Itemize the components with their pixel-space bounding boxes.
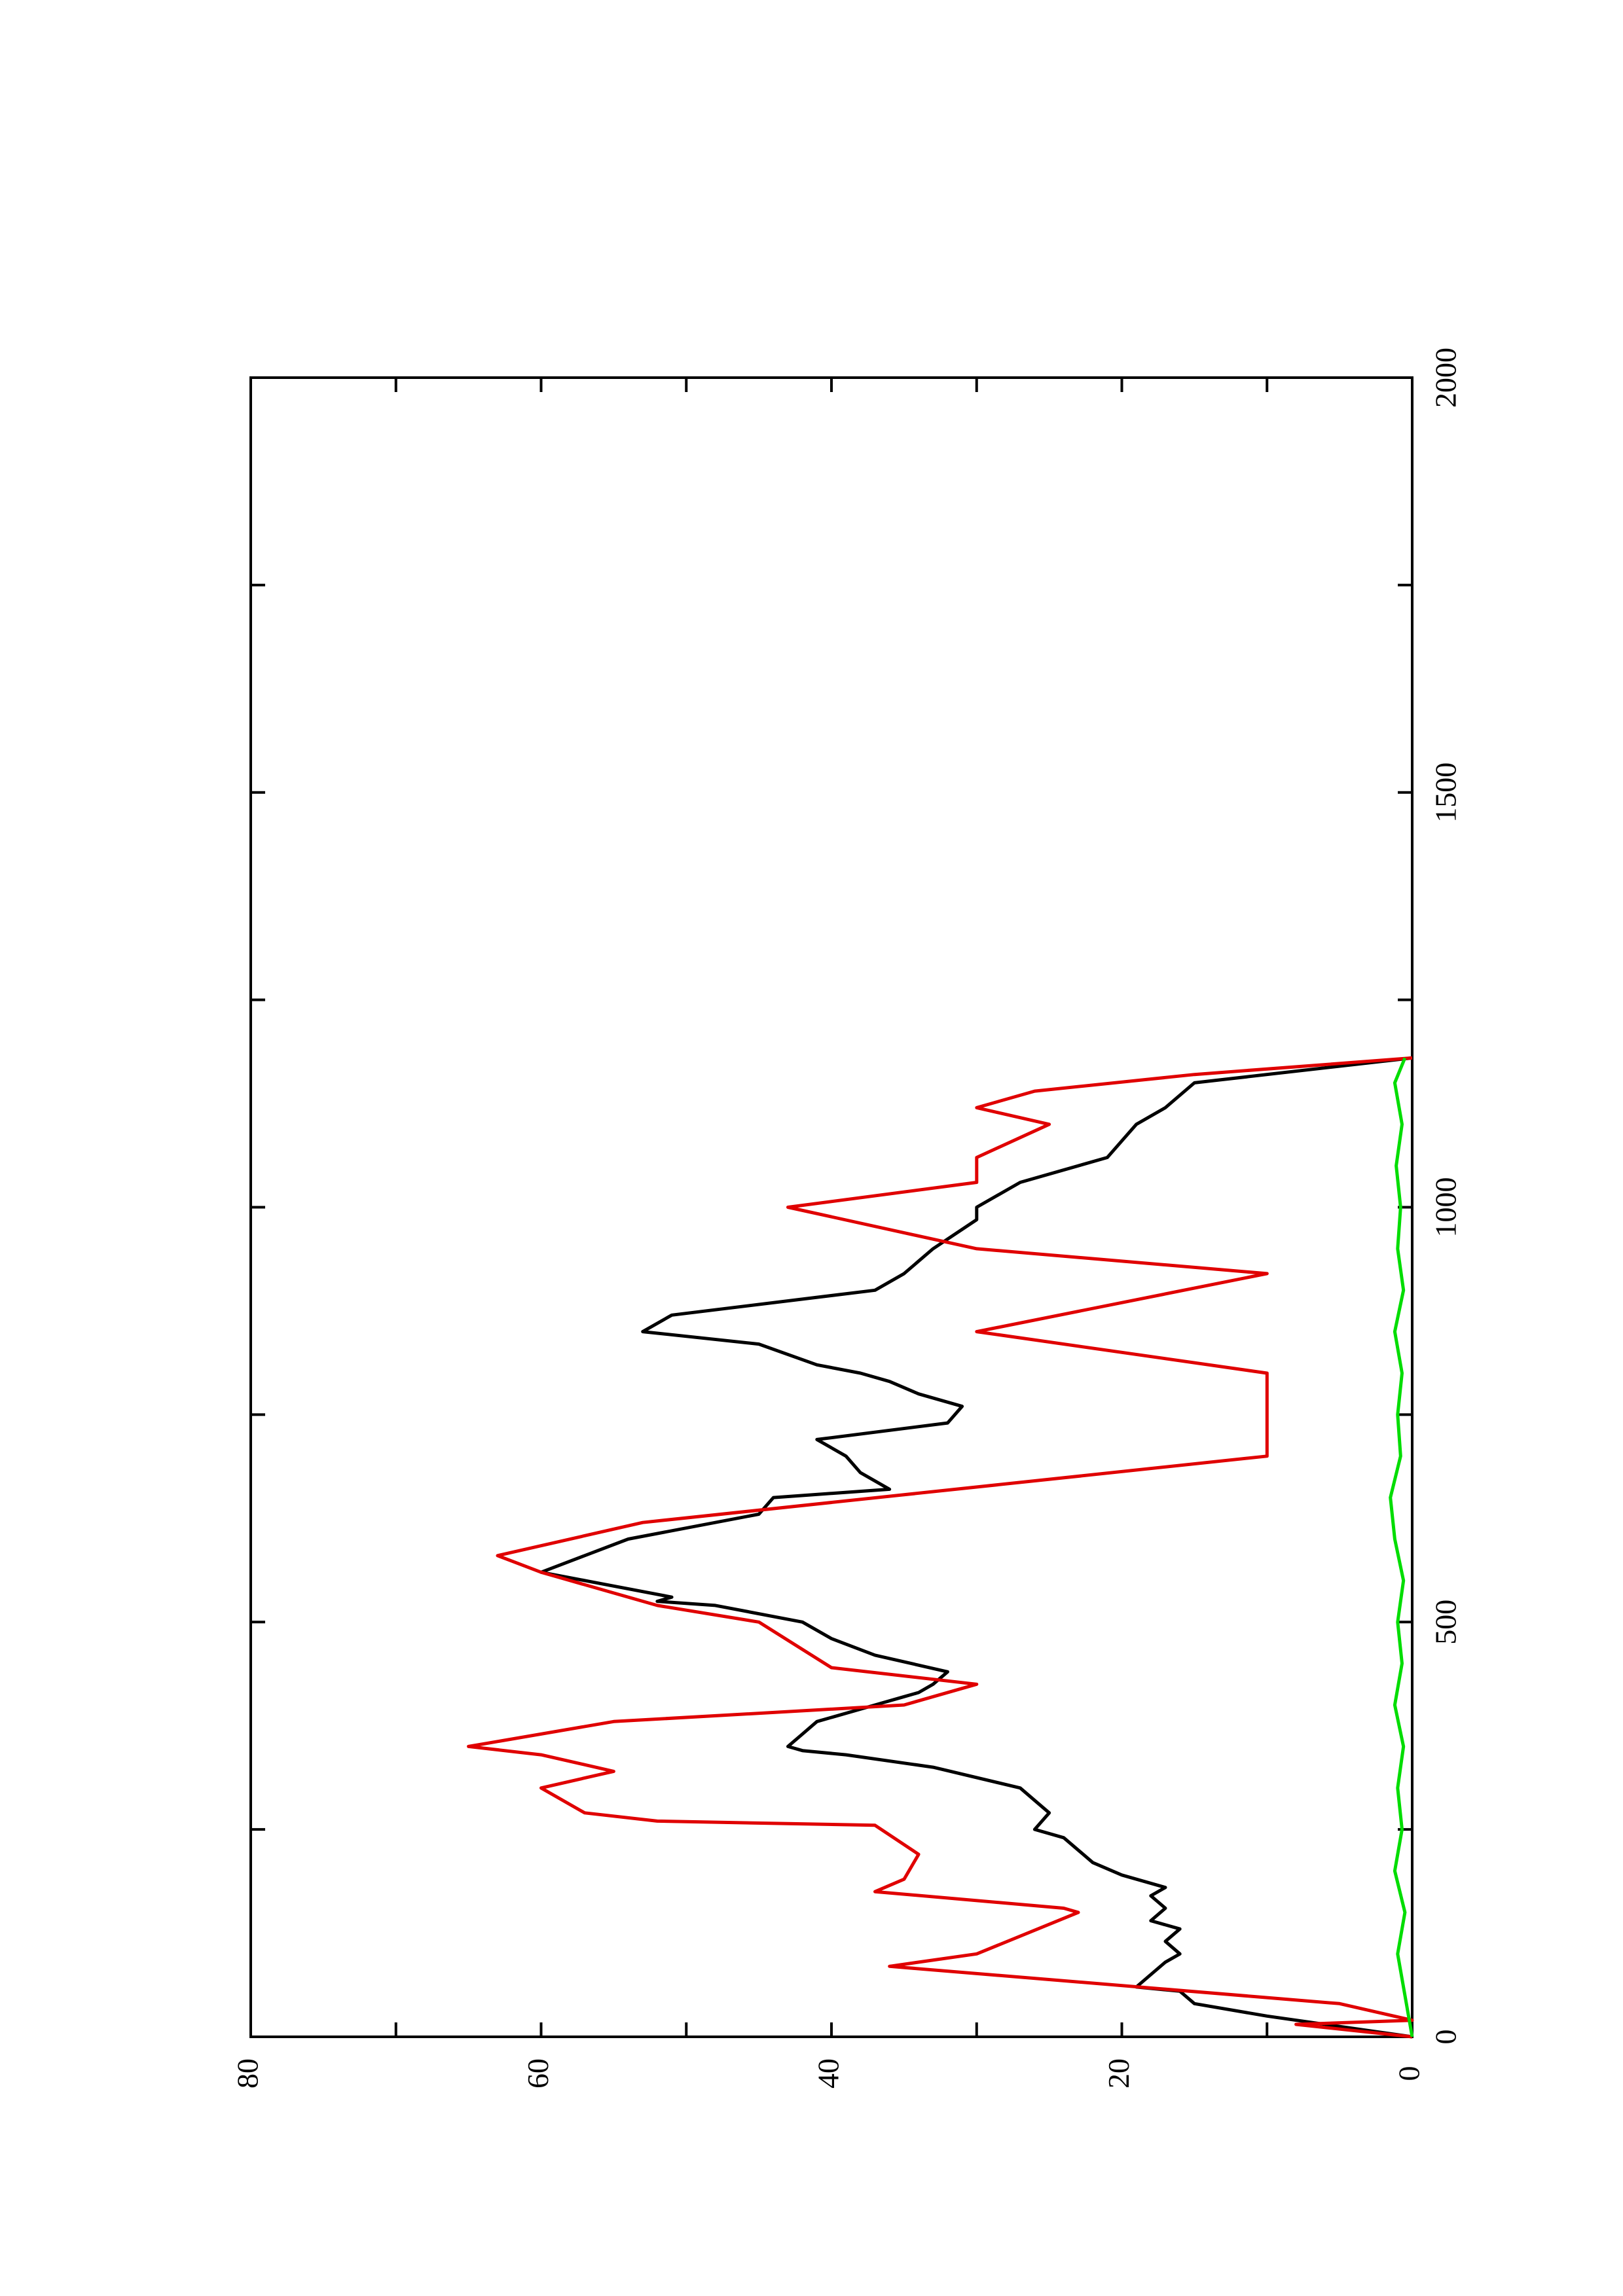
y-tick-label: 0 [1393, 2066, 1426, 2081]
x-tick-label: 0 [1429, 2030, 1463, 2045]
series-red-line [467, 1056, 1414, 2039]
x-tick-label: 1000 [1429, 1177, 1463, 1238]
y-tick-label: 80 [231, 2058, 264, 2089]
y-tick-label: 40 [812, 2058, 845, 2089]
x-tick-label: 1500 [1429, 762, 1463, 823]
axis-ticks [249, 376, 1413, 2038]
plot-frame [249, 376, 1413, 2038]
x-tick-label: 500 [1429, 1600, 1463, 1645]
x-tick-label: 2000 [1429, 348, 1463, 408]
series-black-line [539, 1056, 1413, 2039]
y-tick-label: 60 [521, 2058, 555, 2089]
tick-labels: 0 500 1000 1500 2000 0 20 40 60 80 [231, 348, 1463, 2089]
series-green-line [1389, 1057, 1414, 2037]
series-layer [467, 1056, 1414, 2039]
y-tick-label: 20 [1102, 2058, 1135, 2089]
